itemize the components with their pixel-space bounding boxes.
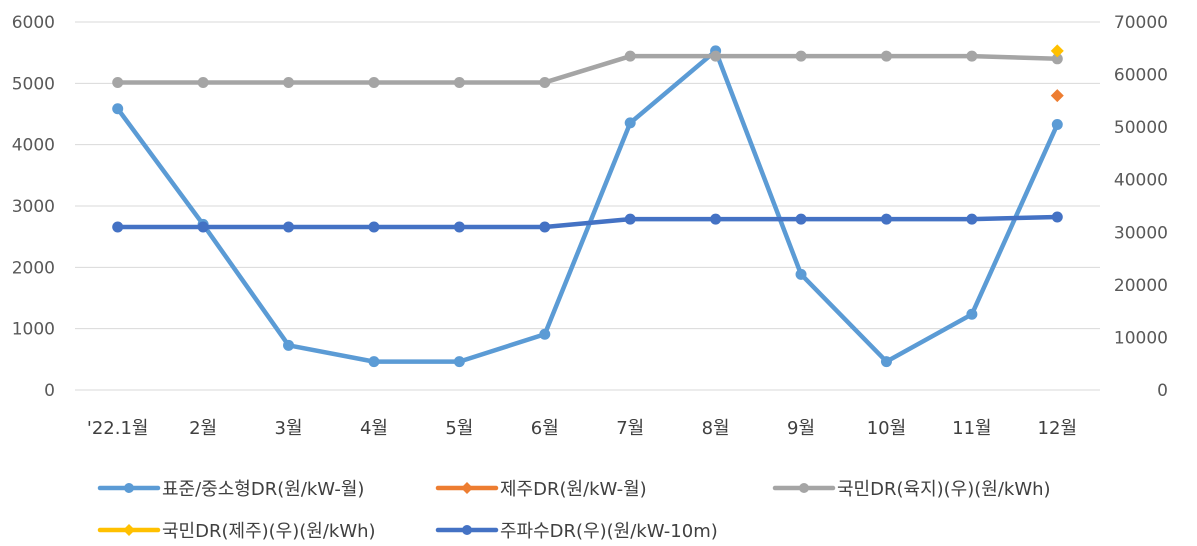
data-point: [283, 76, 295, 88]
data-point: [539, 328, 551, 340]
series-2: [1050, 89, 1064, 103]
data-point: [1051, 211, 1063, 223]
x-axis-tick-label: 2월: [189, 418, 217, 439]
x-axis-tick-label: 6월: [531, 418, 559, 439]
left-axis-tick-label: 0: [44, 381, 55, 401]
data-point: [1050, 44, 1064, 58]
right-axis-tick-label: 20000: [1114, 276, 1168, 296]
legend-label: 주파수DR(우)(원/kW-10m): [500, 521, 718, 542]
legend-item: 국민DR(육지)(우)(원/kWh): [772, 479, 1051, 500]
data-point: [283, 339, 295, 351]
x-axis: '22.1월 2월 3월 4월 5월 6월 7월 8월 9월 10월 11월 12월: [75, 389, 1100, 439]
data-point: [624, 50, 636, 62]
legend-marker: [123, 524, 135, 536]
legend-item: 국민DR(제주)(우)(원/kWh): [97, 521, 376, 542]
x-axis-tick-label: 10월: [867, 418, 906, 439]
data-point: [197, 76, 209, 88]
data-point: [880, 50, 892, 62]
data-point: [880, 356, 892, 368]
data-point: [368, 221, 380, 233]
right-axis-tick-label: 30000: [1114, 223, 1168, 243]
x-axis-tick-label: 4월: [360, 418, 388, 439]
right-axis-tick-label: 40000: [1114, 171, 1168, 191]
data-point: [1051, 119, 1063, 131]
series-1: [112, 45, 1063, 368]
right-axis: 0 10000 20000 30000 40000 50000 60000 70000: [1114, 13, 1168, 401]
data-point: [539, 76, 551, 88]
grid: [75, 21, 1100, 391]
series: [112, 44, 1064, 368]
series-4: [1050, 44, 1064, 58]
legend-marker: [124, 483, 134, 493]
left-axis: 0 1000 2000 3000 4000 5000 6000: [12, 13, 55, 401]
data-point: [795, 50, 807, 62]
x-axis-tick-label: 12월: [1038, 418, 1077, 439]
data-point: [1051, 53, 1063, 65]
series-line: [115, 48, 1060, 364]
data-point: [880, 213, 892, 225]
legend-label: 국민DR(육지)(우)(원/kWh): [837, 479, 1051, 500]
x-axis-tick-label: 9월: [787, 418, 815, 439]
right-axis-tick-label: 10000: [1114, 328, 1168, 348]
legend-label: 국민DR(제주)(우)(원/kWh): [162, 521, 376, 542]
data-point: [624, 117, 636, 129]
data-point: [112, 103, 124, 115]
x-axis-tick-label: 8월: [702, 418, 730, 439]
data-point: [966, 50, 978, 62]
series-3: [112, 50, 1063, 88]
legend: 표준/중소형DR(원/kW-월) 제주DR(원/kW-월) 국민DR(육지)(우)(…: [97, 479, 1051, 542]
x-axis-tick-label: 11월: [952, 418, 991, 439]
left-axis-tick-label: 6000: [12, 13, 55, 33]
legend-item: 표준/중소형DR(원/kW-월): [97, 479, 364, 500]
series-5: [112, 211, 1063, 233]
data-point: [624, 213, 636, 225]
left-axis-tick-label: 5000: [12, 74, 55, 94]
data-point: [368, 76, 380, 88]
right-axis-tick-label: 50000: [1114, 118, 1168, 138]
data-point: [112, 76, 124, 88]
data-point: [710, 50, 722, 62]
series-line: [115, 53, 1060, 85]
data-point: [966, 308, 978, 320]
series-line: [115, 214, 1060, 230]
data-point: [453, 76, 465, 88]
legend-marker: [462, 525, 472, 535]
left-axis-tick-label: 4000: [12, 136, 55, 156]
data-point: [795, 268, 807, 280]
legend-item: 제주DR(원/kW-월): [435, 479, 647, 500]
left-axis-tick-label: 1000: [12, 320, 55, 340]
left-axis-tick-label: 3000: [12, 197, 55, 217]
legend-label: 표준/중소형DR(원/kW-월): [162, 479, 364, 500]
data-point: [1050, 89, 1064, 103]
data-point: [966, 213, 978, 225]
right-axis-tick-label: 0: [1157, 381, 1168, 401]
data-point: [453, 221, 465, 233]
legend-item: 주파수DR(우)(원/kW-10m): [435, 521, 718, 542]
x-axis-tick-label: 5월: [445, 418, 473, 439]
x-axis-tick-label: 3월: [275, 418, 303, 439]
data-point: [795, 213, 807, 225]
right-axis-tick-label: 60000: [1114, 66, 1168, 86]
data-point: [368, 356, 380, 368]
x-axis-tick-label: '22.1월: [87, 418, 149, 439]
right-axis-tick-label: 70000: [1114, 13, 1168, 33]
data-point: [112, 221, 124, 233]
data-point: [710, 213, 722, 225]
data-point: [453, 356, 465, 368]
data-point: [197, 221, 209, 233]
legend-label: 제주DR(원/kW-월): [500, 479, 647, 500]
data-point: [539, 221, 551, 233]
legend-marker: [799, 483, 809, 493]
data-point: [283, 221, 295, 233]
x-axis-tick-label: 7월: [616, 418, 644, 439]
left-axis-tick-label: 2000: [12, 258, 55, 278]
legend-marker: [461, 482, 473, 494]
